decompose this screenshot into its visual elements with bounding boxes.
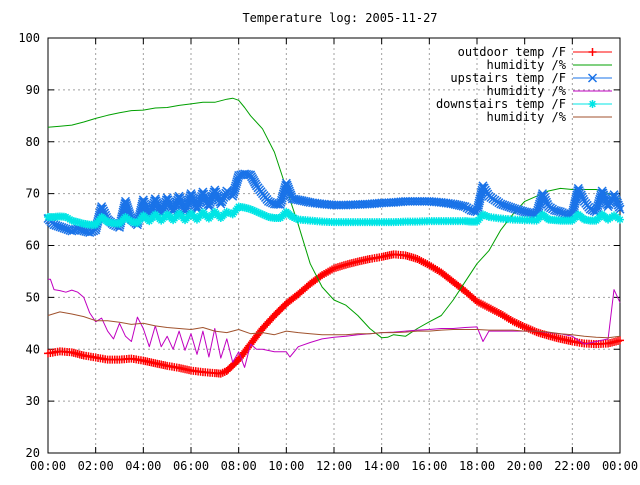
data-point bbox=[288, 212, 297, 221]
x-tick-label: 22:00 bbox=[554, 459, 590, 473]
series-3 bbox=[48, 278, 621, 368]
x-tick-label: 04:00 bbox=[125, 459, 161, 473]
y-tick-label: 100 bbox=[18, 31, 40, 45]
data-point bbox=[248, 206, 257, 215]
data-point bbox=[482, 212, 491, 221]
y-tick-label: 70 bbox=[26, 187, 40, 201]
y-tick-label: 20 bbox=[26, 446, 40, 460]
x-tick-label: 12:00 bbox=[316, 459, 352, 473]
x-tick-label: 08:00 bbox=[221, 459, 257, 473]
series-points bbox=[43, 169, 625, 238]
data-point bbox=[246, 205, 255, 214]
series-line bbox=[47, 311, 621, 339]
series-4 bbox=[44, 202, 624, 229]
series-0 bbox=[44, 250, 624, 378]
data-point bbox=[250, 206, 259, 215]
data-point bbox=[258, 210, 267, 219]
plot-border bbox=[47, 37, 621, 454]
x-tick-label: 00:00 bbox=[602, 459, 638, 473]
x-tick-label: 18:00 bbox=[459, 459, 495, 473]
x-tick-label: 14:00 bbox=[364, 459, 400, 473]
data-point bbox=[290, 213, 299, 222]
y-tick-label: 60 bbox=[26, 239, 40, 253]
data-point bbox=[226, 209, 235, 218]
data-point bbox=[616, 336, 624, 345]
x-tick-label: 00:00 bbox=[30, 459, 66, 473]
series-line bbox=[48, 278, 621, 368]
data-point bbox=[222, 207, 231, 216]
legend-label: humidity /% bbox=[487, 84, 567, 98]
legend-label: outdoor temp /F bbox=[458, 45, 566, 59]
data-point bbox=[224, 208, 233, 217]
data-point bbox=[578, 194, 588, 204]
series-2 bbox=[43, 169, 625, 238]
series-points bbox=[44, 250, 624, 378]
legend-label: humidity /% bbox=[487, 110, 567, 124]
data-point bbox=[480, 211, 489, 220]
y-tick-label: 90 bbox=[26, 83, 40, 97]
legend-marker bbox=[587, 73, 598, 83]
legend-label: downstairs temp /F bbox=[436, 97, 566, 111]
x-tick-label: 02:00 bbox=[78, 459, 114, 473]
y-tick-label: 40 bbox=[26, 342, 40, 356]
x-tick-label: 16:00 bbox=[411, 459, 447, 473]
series-layer bbox=[43, 97, 625, 378]
data-point bbox=[256, 209, 265, 218]
data-point bbox=[292, 214, 301, 223]
data-point bbox=[616, 215, 624, 224]
y-tick-label: 80 bbox=[26, 135, 40, 149]
legend-marker bbox=[588, 48, 597, 56]
y-tick-label: 30 bbox=[26, 394, 40, 408]
x-tick-label: 06:00 bbox=[173, 459, 209, 473]
data-point bbox=[615, 204, 625, 214]
legend-label: humidity /% bbox=[487, 58, 567, 72]
legend-label: upstairs temp /F bbox=[450, 71, 566, 85]
x-tick-label: 10:00 bbox=[268, 459, 304, 473]
data-point bbox=[478, 210, 487, 219]
grid-layer bbox=[48, 38, 620, 453]
data-point bbox=[260, 211, 269, 220]
series-5 bbox=[47, 311, 621, 339]
x-tick-label: 20:00 bbox=[507, 459, 543, 473]
chart-title: Temperature log: 2005-11-27 bbox=[242, 11, 437, 25]
y-tick-label: 50 bbox=[26, 290, 40, 304]
data-point bbox=[614, 202, 624, 212]
legend-marker bbox=[588, 100, 597, 108]
data-point bbox=[262, 212, 271, 221]
series-points bbox=[44, 202, 624, 229]
data-point bbox=[252, 207, 261, 216]
axes-layer: 20 30 40 50 60 70 80 90 100 00:00 02:00 04:00 06:00 0… bbox=[18, 31, 638, 473]
data-point bbox=[254, 208, 263, 217]
